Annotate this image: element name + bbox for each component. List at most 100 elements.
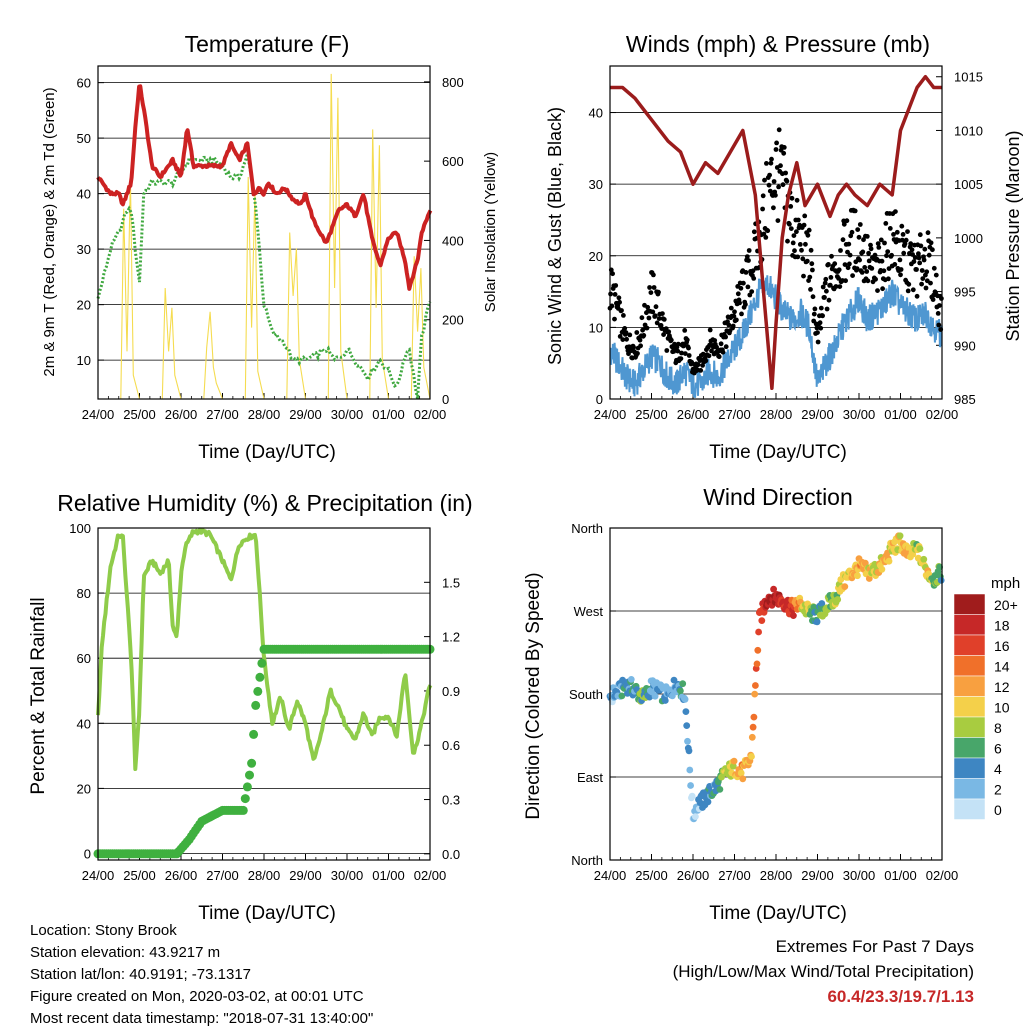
gust-point xyxy=(651,272,656,278)
y-right-tick-label: 1010 xyxy=(954,123,983,138)
y-tick-label: 100 xyxy=(69,521,91,536)
extremes-description: (High/Low/Max Wind/Total Precipitation) xyxy=(672,962,974,981)
gust-point xyxy=(899,223,905,229)
y-tick-label: 30 xyxy=(77,242,91,257)
y-tick-label: 60 xyxy=(77,76,91,91)
y-right-tick-label: 400 xyxy=(442,233,464,248)
gust-point xyxy=(744,254,750,259)
gust-point xyxy=(928,280,933,286)
y-tick-label: 40 xyxy=(77,187,91,202)
gust-point xyxy=(925,230,931,236)
gust-point xyxy=(853,259,859,265)
gust-point xyxy=(802,213,808,219)
gust-point xyxy=(901,250,907,256)
gust-point xyxy=(763,235,769,240)
y-tick-label: 40 xyxy=(589,106,603,121)
gust-point xyxy=(916,255,922,261)
y-tick-label: 20 xyxy=(589,249,603,264)
direction-point xyxy=(661,697,669,704)
gust-point xyxy=(731,313,737,319)
gust-point xyxy=(903,237,909,243)
colorbar-swatch xyxy=(953,675,986,697)
pressure-ylabel: Station Pressure (Maroon) xyxy=(1003,130,1023,341)
gust-point xyxy=(926,252,932,258)
winds-ylabel: Sonic Wind & Gust (Blue, Black) xyxy=(545,107,565,365)
gust-point xyxy=(828,275,834,280)
plot-border xyxy=(609,65,943,400)
gust-point xyxy=(776,127,782,133)
gust-point xyxy=(622,326,628,331)
gust-point xyxy=(619,308,624,313)
x-tick-label: 28/00 xyxy=(248,407,281,422)
gust-point xyxy=(886,276,891,282)
gust-point xyxy=(912,255,918,260)
gust-point xyxy=(905,288,911,294)
temperature-ylabel: 2m & 9m T (Red, Orange) & 2m Td (Green) xyxy=(41,87,58,376)
gust-point xyxy=(898,272,903,278)
direction-point xyxy=(651,692,659,700)
direction-point xyxy=(749,723,757,731)
y-tick-label: North xyxy=(571,521,603,536)
y-tick-label: 40 xyxy=(77,716,91,731)
rainfall-point xyxy=(249,729,259,739)
direction-point xyxy=(834,596,842,603)
winds-pressure-panel: Winds (mph) & Pressure (mb) Time (Day/UT… xyxy=(545,31,1023,463)
gust-point xyxy=(936,322,942,328)
x-tick-label: 01/00 xyxy=(372,407,405,422)
gust-point xyxy=(837,284,843,289)
colorbar-swatch xyxy=(953,614,986,636)
gust-point xyxy=(641,333,647,338)
x-tick-label: 28/00 xyxy=(760,407,793,422)
gust-point xyxy=(914,267,919,272)
gust-point xyxy=(875,288,880,293)
gust-point xyxy=(739,311,744,317)
gust-point xyxy=(707,327,713,333)
direction-point xyxy=(748,753,755,760)
gust-point xyxy=(826,262,831,267)
gust-point xyxy=(780,182,786,188)
temperature-xlabel: Time (Day/UTC) xyxy=(198,442,336,463)
gust-point xyxy=(810,294,816,300)
gust-point xyxy=(750,268,756,274)
humidity-precip-panel: Relative Humidity (%) & Precipitation (i… xyxy=(28,490,473,924)
gust-point xyxy=(726,322,732,328)
direction-point xyxy=(692,813,699,820)
gust-point xyxy=(682,351,688,356)
x-tick-label: 02/00 xyxy=(926,868,959,883)
rainfall-point xyxy=(245,770,254,780)
gust-point xyxy=(897,257,903,263)
gust-point xyxy=(931,265,937,271)
x-tick-label: 29/00 xyxy=(801,868,834,883)
direction-point xyxy=(937,577,945,584)
colorbar-swatch xyxy=(953,593,986,615)
gust-point xyxy=(868,246,874,252)
gust-point xyxy=(807,274,813,280)
y-tick-label: 60 xyxy=(77,651,91,666)
gust-point xyxy=(840,237,846,243)
temperature-title: Temperature (F) xyxy=(185,31,350,57)
y-tick-label: 20 xyxy=(77,781,91,796)
gust-point xyxy=(920,276,926,281)
x-tick-label: 30/00 xyxy=(843,868,876,883)
gust-point xyxy=(660,311,665,316)
gust-point xyxy=(771,179,777,184)
x-tick-label: 30/00 xyxy=(331,868,364,883)
colorbar-swatch xyxy=(953,716,986,738)
gust-point xyxy=(803,241,808,247)
recent-timestamp: Most recent data timestamp: "2018-07-31 … xyxy=(30,1010,374,1027)
rainfall-point xyxy=(255,672,265,682)
gust-point xyxy=(668,337,674,343)
gust-point xyxy=(650,309,656,315)
gust-points xyxy=(607,127,944,376)
y-tick-label: East xyxy=(577,770,603,785)
gust-point xyxy=(738,285,744,291)
gust-point xyxy=(609,303,615,309)
gust-point xyxy=(838,248,843,253)
y-right-tick-label: 0.6 xyxy=(442,738,460,753)
gust-point xyxy=(882,240,887,246)
gust-point xyxy=(928,240,934,246)
rainfall-point xyxy=(251,700,261,710)
gust-point xyxy=(875,241,881,247)
relative-humidity-line xyxy=(96,527,433,771)
gust-point xyxy=(824,288,829,294)
